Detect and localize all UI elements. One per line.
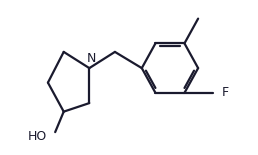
Text: HO: HO	[28, 130, 47, 143]
Text: F: F	[222, 86, 229, 99]
Text: N: N	[86, 52, 96, 65]
